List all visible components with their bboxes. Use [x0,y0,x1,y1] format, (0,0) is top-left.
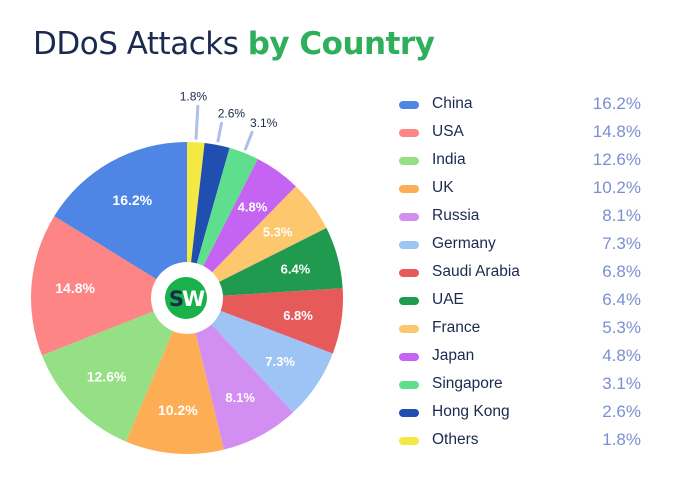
legend-item-japan: Japan 4.8% [399,343,649,371]
pie-slice-others [187,142,205,298]
legend-swatch-icon [399,325,419,333]
legend-item-france: France 5.3% [399,315,649,343]
legend-item-germany: Germany 7.3% [399,231,649,259]
leader-line [243,130,254,151]
pie-slice-japan [187,159,296,298]
legend-swatch-icon [399,381,419,389]
legend-label: Germany [432,235,496,252]
legend-value: 6.8% [602,262,641,281]
slice-value-label: 5.3% [263,225,293,240]
legend-value: 10.2% [592,178,641,197]
legend-value: 14.8% [592,122,641,141]
legend-item-singapore: Singapore 3.1% [399,371,649,399]
legend-value: 1.8% [602,430,641,449]
legend-value: 16.2% [592,94,641,113]
pie-slice-uae [187,228,343,298]
legend-swatch-icon [399,241,419,249]
legend-item-others: Others 1.8% [399,427,649,455]
pie-slice-india [41,298,188,442]
legend-label: USA [432,123,464,140]
leader-line [194,104,200,140]
slice-value-label: 14.8% [55,280,95,296]
legend-swatch-icon [399,437,419,445]
legend-label: France [432,319,481,336]
legend-value: 7.3% [602,234,641,253]
legend-item-russia: Russia 8.1% [399,203,649,231]
pie-slice-singapore [187,147,258,298]
legend-item-china: China 16.2% [399,91,649,119]
legend-swatch-icon [399,185,419,193]
legend-swatch-icon [399,353,419,361]
slice-value-label: 6.8% [283,308,313,323]
legend-label: China [432,95,473,112]
pie-slice-france [187,186,327,298]
legend-label: Others [432,431,479,448]
pie-slice-uk [125,298,224,454]
slice-value-label: 10.2% [158,402,198,418]
pie-slice-usa [31,216,188,356]
slice-value-label: 16.2% [112,192,152,208]
legend-label: UAE [432,291,464,308]
legend-label: Saudi Arabia [432,263,520,280]
legend: China 16.2% USA 14.8% India 12.6% UK 10.2% R… [399,91,649,455]
pie-slice-hong-kong [187,142,230,298]
legend-swatch-icon [399,297,419,305]
legend-value: 3.1% [602,374,641,393]
slice-value-label: 7.3% [265,354,295,369]
legend-swatch-icon [399,269,419,277]
legend-label: Russia [432,207,480,224]
slice-value-label: 3.1% [250,116,278,130]
legend-value: 2.6% [602,402,641,421]
legend-swatch-icon [399,101,419,109]
slice-value-label: 6.4% [281,262,311,277]
slice-value-label: 2.6% [218,107,246,121]
slice-value-label: 4.8% [238,200,268,215]
slice-value-label: 1.8% [180,89,208,103]
legend-item-saudi-arabia: Saudi Arabia 6.8% [399,259,649,287]
legend-label: Hong Kong [432,403,510,420]
legend-item-uk: UK 10.2% [399,175,649,203]
title-main: DDoS Attacks [33,26,239,62]
legend-value: 6.4% [602,290,641,309]
legend-label: UK [432,179,454,196]
logo-text: SW [169,287,205,311]
legend-value: 12.6% [592,150,641,169]
legend-item-india: India 12.6% [399,147,649,175]
legend-item-usa: USA 14.8% [399,119,649,147]
slice-value-label: 12.6% [87,368,127,384]
legend-item-uae: UAE 6.4% [399,287,649,315]
legend-label: India [432,151,466,168]
logo-icon [165,277,207,319]
legend-item-hong-kong: Hong Kong 2.6% [399,399,649,427]
legend-label: Japan [432,347,475,364]
legend-value: 5.3% [602,318,641,337]
legend-value: 4.8% [602,346,641,365]
legend-value: 8.1% [602,206,641,225]
pie-slice-russia [187,298,294,450]
pie-slice-saudi-arabia [187,288,343,354]
pie-slice-germany [187,298,333,413]
slice-value-label: 8.1% [225,390,255,405]
legend-swatch-icon [399,129,419,137]
legend-swatch-icon [399,409,419,417]
legend-label: Singapore [432,375,503,392]
legend-swatch-icon [399,157,419,165]
title-accent: by Country [247,26,435,62]
chart-title: DDoS Attacks by Country [33,24,435,64]
leader-line [216,121,223,143]
legend-swatch-icon [399,213,419,221]
pie-slice-china [54,142,188,298]
